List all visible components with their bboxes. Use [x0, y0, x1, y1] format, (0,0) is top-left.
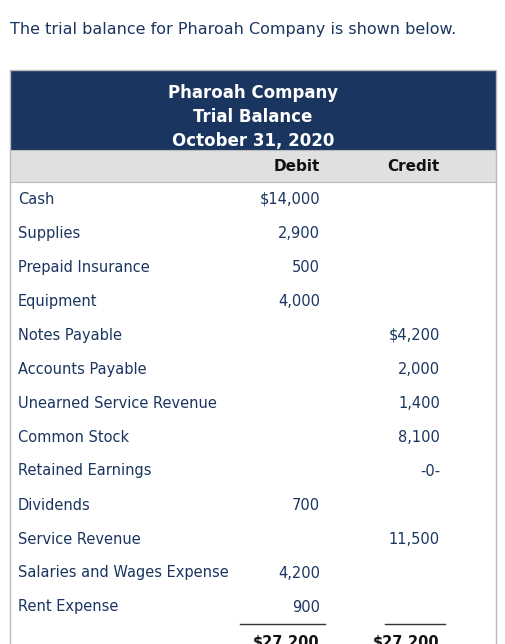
Text: Service Revenue: Service Revenue: [18, 531, 140, 547]
FancyBboxPatch shape: [10, 70, 495, 150]
Text: Supplies: Supplies: [18, 225, 80, 240]
Text: Retained Earnings: Retained Earnings: [18, 464, 151, 478]
Text: 700: 700: [291, 498, 319, 513]
Text: Accounts Payable: Accounts Payable: [18, 361, 146, 377]
Text: 1,400: 1,400: [397, 395, 439, 410]
FancyBboxPatch shape: [10, 150, 495, 182]
Text: -0-: -0-: [419, 464, 439, 478]
Text: $27,200: $27,200: [373, 635, 439, 644]
Text: 2,000: 2,000: [397, 361, 439, 377]
Text: Trial Balance: Trial Balance: [193, 108, 312, 126]
Text: 4,200: 4,200: [277, 565, 319, 580]
Text: 8,100: 8,100: [397, 430, 439, 444]
Text: Common Stock: Common Stock: [18, 430, 129, 444]
Text: $14,000: $14,000: [259, 191, 319, 207]
Text: Prepaid Insurance: Prepaid Insurance: [18, 260, 149, 274]
Text: $27,200: $27,200: [253, 635, 319, 644]
Text: $4,200: $4,200: [388, 328, 439, 343]
Text: 4,000: 4,000: [277, 294, 319, 308]
Text: Debit: Debit: [273, 158, 319, 173]
Text: The trial balance for Pharoah Company is shown below.: The trial balance for Pharoah Company is…: [10, 22, 456, 37]
Text: Salaries and Wages Expense: Salaries and Wages Expense: [18, 565, 228, 580]
Text: Dividends: Dividends: [18, 498, 90, 513]
Text: October 31, 2020: October 31, 2020: [172, 132, 333, 150]
Text: 900: 900: [291, 600, 319, 614]
Text: 11,500: 11,500: [388, 531, 439, 547]
Text: Equipment: Equipment: [18, 294, 97, 308]
Text: Rent Expense: Rent Expense: [18, 600, 118, 614]
Text: 500: 500: [291, 260, 319, 274]
Text: Pharoah Company: Pharoah Company: [168, 84, 337, 102]
Text: Unearned Service Revenue: Unearned Service Revenue: [18, 395, 217, 410]
Text: 2,900: 2,900: [277, 225, 319, 240]
Text: Cash: Cash: [18, 191, 54, 207]
Text: Notes Payable: Notes Payable: [18, 328, 122, 343]
Text: Credit: Credit: [387, 158, 439, 173]
